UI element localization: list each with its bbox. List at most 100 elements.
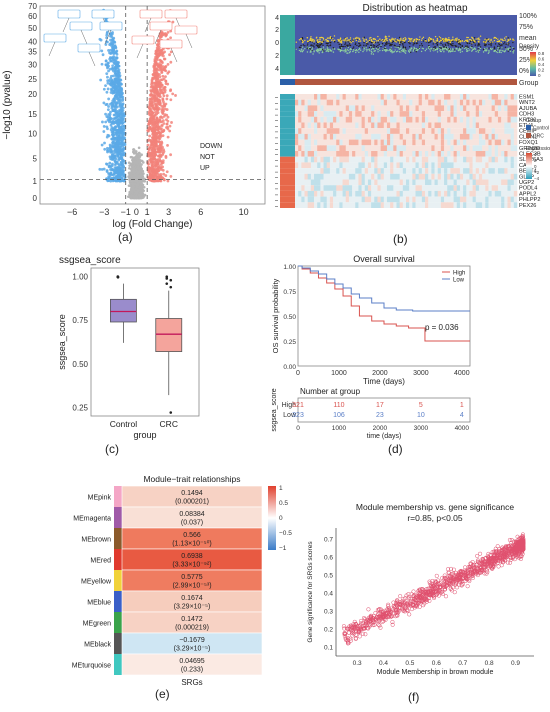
heatmap-cell bbox=[409, 94, 412, 100]
point-down bbox=[114, 46, 117, 49]
point-down bbox=[121, 96, 124, 99]
gene-label-box bbox=[165, 10, 187, 18]
density-dot bbox=[365, 39, 366, 40]
density-dot bbox=[312, 45, 313, 46]
density-dot bbox=[384, 41, 385, 42]
heatmap-cell bbox=[393, 134, 396, 140]
heatmap-cell bbox=[409, 105, 412, 111]
point-up bbox=[166, 126, 169, 129]
density-dot bbox=[400, 42, 401, 43]
density-dot bbox=[382, 50, 383, 51]
heatmap-cell bbox=[479, 94, 482, 100]
point-down bbox=[113, 109, 116, 112]
density-dot bbox=[419, 39, 420, 40]
heatmap-cell bbox=[473, 123, 476, 129]
point-up bbox=[154, 173, 157, 176]
heatmap-cell bbox=[371, 105, 374, 111]
density-dot bbox=[440, 37, 441, 38]
heatmap-cell bbox=[327, 111, 330, 117]
point-down bbox=[109, 151, 112, 154]
density-dot bbox=[359, 45, 360, 46]
density-dot bbox=[433, 43, 434, 44]
density-dot bbox=[337, 39, 338, 40]
heatmap-cell bbox=[428, 100, 431, 106]
heatmap-cell bbox=[406, 134, 409, 140]
density-dot bbox=[413, 47, 414, 48]
point-down bbox=[115, 97, 118, 100]
heatmap-cell bbox=[485, 105, 488, 111]
density-dot bbox=[416, 51, 417, 52]
heatmap-cell bbox=[463, 100, 466, 106]
density-dot bbox=[338, 40, 339, 41]
density-dot bbox=[484, 39, 485, 40]
heatmap-cell bbox=[330, 134, 333, 140]
density-dot bbox=[477, 50, 478, 51]
point-down bbox=[114, 92, 117, 95]
heatmap-cell bbox=[473, 111, 476, 117]
heatmap-control-cell bbox=[280, 111, 295, 117]
pct-label: 0% bbox=[519, 68, 529, 75]
heatmap-cell bbox=[371, 117, 374, 123]
density-dot bbox=[458, 50, 459, 51]
density-dot bbox=[475, 40, 476, 41]
density-dot bbox=[347, 52, 348, 53]
density-dot bbox=[458, 42, 459, 43]
density-dot bbox=[403, 47, 404, 48]
heatmap-cell bbox=[441, 123, 444, 129]
y-tick-label: 20 bbox=[28, 90, 37, 99]
heatmap-cell bbox=[492, 117, 495, 123]
density-dot bbox=[437, 51, 438, 52]
point-up bbox=[170, 121, 173, 124]
heatmap-cell bbox=[425, 134, 428, 140]
density-dot bbox=[382, 43, 383, 44]
density-dot bbox=[437, 42, 438, 43]
point-up bbox=[151, 81, 154, 84]
density-dot bbox=[375, 39, 376, 40]
heatmap-cell bbox=[492, 111, 495, 117]
point-down bbox=[118, 142, 121, 145]
heatmap-cell bbox=[317, 117, 320, 123]
point-not bbox=[131, 191, 134, 194]
density-dot bbox=[472, 38, 473, 39]
point-up bbox=[161, 146, 164, 149]
heatmap-cell bbox=[409, 134, 412, 140]
heatmap-cell bbox=[384, 94, 387, 100]
heatmap-cell bbox=[457, 123, 460, 129]
density-dot bbox=[448, 39, 449, 40]
point-not bbox=[131, 167, 134, 170]
heatmap-cell bbox=[479, 100, 482, 106]
heatmap-cell bbox=[419, 134, 422, 140]
heatmap-cell bbox=[390, 100, 393, 106]
heatmap-cell bbox=[511, 100, 514, 106]
heatmap-cell bbox=[352, 100, 355, 106]
density-dot bbox=[449, 50, 450, 51]
density-dot bbox=[369, 40, 370, 41]
density-dot bbox=[429, 42, 430, 43]
heatmap-cell bbox=[457, 128, 460, 134]
density-dot bbox=[299, 39, 300, 40]
density-dot bbox=[494, 50, 495, 51]
heatmap-cell bbox=[495, 94, 498, 100]
density-dot bbox=[473, 40, 474, 41]
density-ytick: 2 bbox=[275, 27, 279, 34]
density-dot bbox=[497, 47, 498, 48]
heatmap-cell bbox=[298, 111, 301, 117]
heatmap-cell bbox=[412, 105, 415, 111]
density-dot bbox=[439, 41, 440, 42]
heatmap-cell bbox=[460, 111, 463, 117]
heatmap-cell bbox=[298, 100, 301, 106]
heatmap-cell bbox=[488, 100, 491, 106]
density-dot bbox=[310, 51, 311, 52]
heatmap-cell bbox=[406, 128, 409, 134]
y-axis-label: −log10 (pvalue) bbox=[2, 70, 13, 139]
heatmap-cell bbox=[314, 111, 317, 117]
density-dot bbox=[454, 39, 455, 40]
density-dot bbox=[339, 49, 340, 50]
heatmap-cell bbox=[428, 123, 431, 129]
density-dot bbox=[474, 37, 475, 38]
point-not bbox=[130, 175, 133, 178]
density-dot bbox=[441, 47, 442, 48]
density-dot bbox=[352, 41, 353, 42]
density-dot bbox=[488, 53, 489, 54]
heatmap-cell bbox=[441, 128, 444, 134]
